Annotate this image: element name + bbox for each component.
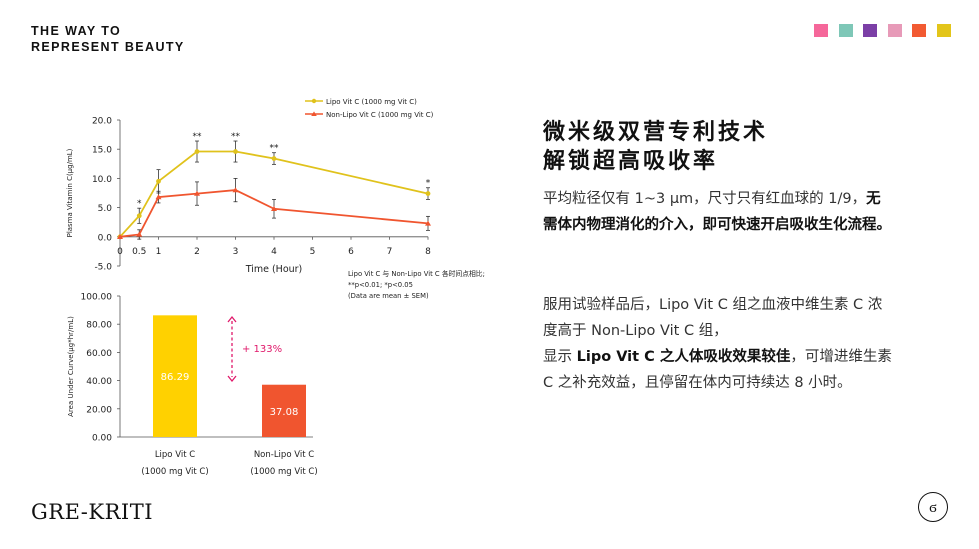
data-point	[425, 191, 431, 196]
chart-note: (Data are mean ± SEM)	[348, 292, 429, 300]
increase-arrow-head	[227, 315, 237, 323]
y-tick-label: 20.0	[92, 117, 112, 127]
chart-note: Lipo Vit C 与 Non-Lipo Vit C 各时间点相比;	[348, 269, 485, 278]
significance-mark: **	[270, 144, 280, 154]
bar-value-label: 86.29	[161, 372, 190, 383]
data-point	[271, 205, 277, 211]
data-point	[194, 190, 200, 196]
significance-mark: **	[231, 132, 241, 142]
legend-label: Lipo Vit C (1000 mg Vit C)	[326, 98, 417, 106]
auc-bar-chart: 100.00 80.00 60.00 40.00 20.00 0.00 Area Under…	[67, 293, 318, 478]
x-tick-label: 2	[194, 247, 200, 257]
para2-line-1: 服用试验样品后，Lipo Vit C 组之血液中维生素 C 浓度高于 Non-L…	[543, 297, 883, 339]
category-label: Lipo Vit C	[155, 450, 195, 460]
significance-mark: *	[426, 179, 431, 189]
color-swatch-5	[912, 24, 926, 37]
data-point	[136, 231, 143, 237]
bar	[153, 315, 197, 437]
color-swatch-6	[936, 24, 951, 37]
tagline-line-2: REPRESENT BEAUTY	[31, 39, 185, 54]
data-point	[232, 187, 239, 193]
y-tick-label: 20.00	[86, 405, 112, 415]
data-point	[194, 149, 200, 154]
x-tick-label: 4	[271, 247, 277, 257]
significance-mark: **	[193, 132, 203, 142]
category-label: Non-Lipo Vit C	[254, 450, 314, 460]
y-tick-label: -5.0	[94, 263, 112, 273]
para1-bold: 无需体内物理消化的介入，即可快速开启吸收生化流程。	[543, 191, 891, 233]
y-axis-title: Plasma Vitamin C(μg/mL)	[66, 148, 74, 237]
legend-marker	[311, 111, 317, 116]
x-axis-title: Time (Hour)	[245, 264, 303, 275]
color-swatches	[814, 24, 951, 37]
y-tick-label: 60.00	[86, 349, 112, 359]
y-tick-label: 100.00	[81, 293, 113, 303]
data-point	[425, 220, 431, 226]
increase-arrow-head	[227, 375, 237, 383]
color-swatch-3	[863, 24, 877, 37]
brand-logo: GRE-KRITI	[31, 500, 153, 524]
y-tick-label: 10.0	[92, 175, 112, 185]
y-tick-label: 40.00	[86, 377, 112, 387]
y-tick-label: 15.0	[92, 146, 112, 156]
heading-line-2: 解锁超高吸收率	[543, 149, 719, 174]
y-tick-label: 0.0	[98, 233, 113, 243]
increase-label: + 133%	[242, 344, 282, 355]
x-tick-label: 8	[425, 247, 431, 257]
x-tick-label: 1	[156, 247, 162, 257]
para2-suffix: ，可增进维生素 C 之补充效益，且停留在体内可持续达 8 小时。	[543, 349, 892, 391]
heading-line-1: 微米级双营专利技术	[543, 120, 769, 145]
data-point	[233, 149, 238, 154]
para1-normal: 平均粒径仅有 1~3 μm，尺寸只有红血球的 1/9，	[543, 191, 867, 207]
bar-value-label: 37.08	[270, 407, 299, 418]
data-point	[117, 234, 123, 239]
page-title: 微米级双营专利技术 解锁超高吸收率	[543, 118, 768, 176]
tagline-line-1: THE WAY TO	[31, 24, 122, 38]
tagline: THE WAY TO REPRESENT BEAUTY	[31, 24, 185, 55]
x-tick-label: 0.5	[132, 247, 146, 257]
color-swatch-2	[838, 24, 853, 37]
description-paragraph-1: 平均粒径仅有 1~3 μm，尺寸只有红血球的 1/9，无需体内物理消化的介入，即…	[543, 186, 893, 238]
data-point	[156, 178, 161, 184]
x-tick-label: 5	[310, 247, 316, 257]
color-swatch-4	[887, 24, 902, 37]
data-point	[155, 194, 162, 200]
legend-label: Non-Lipo Vit C (1000 mg Vit C)	[326, 111, 434, 119]
category-sublabel: (1000 mg Vit C)	[141, 467, 208, 477]
y-tick-label: 80.00	[86, 321, 112, 331]
y-tick-label: 5.0	[98, 204, 113, 214]
x-tick-label: 3	[233, 247, 239, 257]
plasma-line-chart: 20.0 15.0 10.0 5.0 0.0 -5.0 0 0.5 1 2 3 4 5 6 7 8 Time (…	[66, 98, 485, 300]
color-swatch-1	[814, 24, 828, 37]
para2-prefix: 显示	[543, 349, 577, 365]
x-tick-label: 6	[348, 247, 354, 257]
data-point	[136, 213, 142, 219]
legend-marker	[311, 98, 317, 104]
bar	[262, 384, 306, 437]
y-tick-label: 0.00	[92, 434, 112, 444]
para2-bold: Lipo Vit C 之人体吸收效果较佳	[576, 349, 791, 365]
x-tick-label: 0	[117, 247, 123, 257]
x-tick-label: 7	[387, 247, 393, 257]
y-axis-title: Area Under Curve(μg*hr/mL)	[67, 316, 75, 417]
chart-note: **p<0.01; *p<0.05	[348, 281, 413, 289]
data-point	[271, 156, 277, 161]
brand-seal-icon: ϭ	[918, 492, 948, 522]
category-sublabel: (1000 mg Vit C)	[250, 467, 317, 477]
significance-mark: *	[137, 199, 142, 209]
description-paragraph-2: 服用试验样品后，Lipo Vit C 组之血液中维生素 C 浓度高于 Non-L…	[543, 292, 893, 396]
